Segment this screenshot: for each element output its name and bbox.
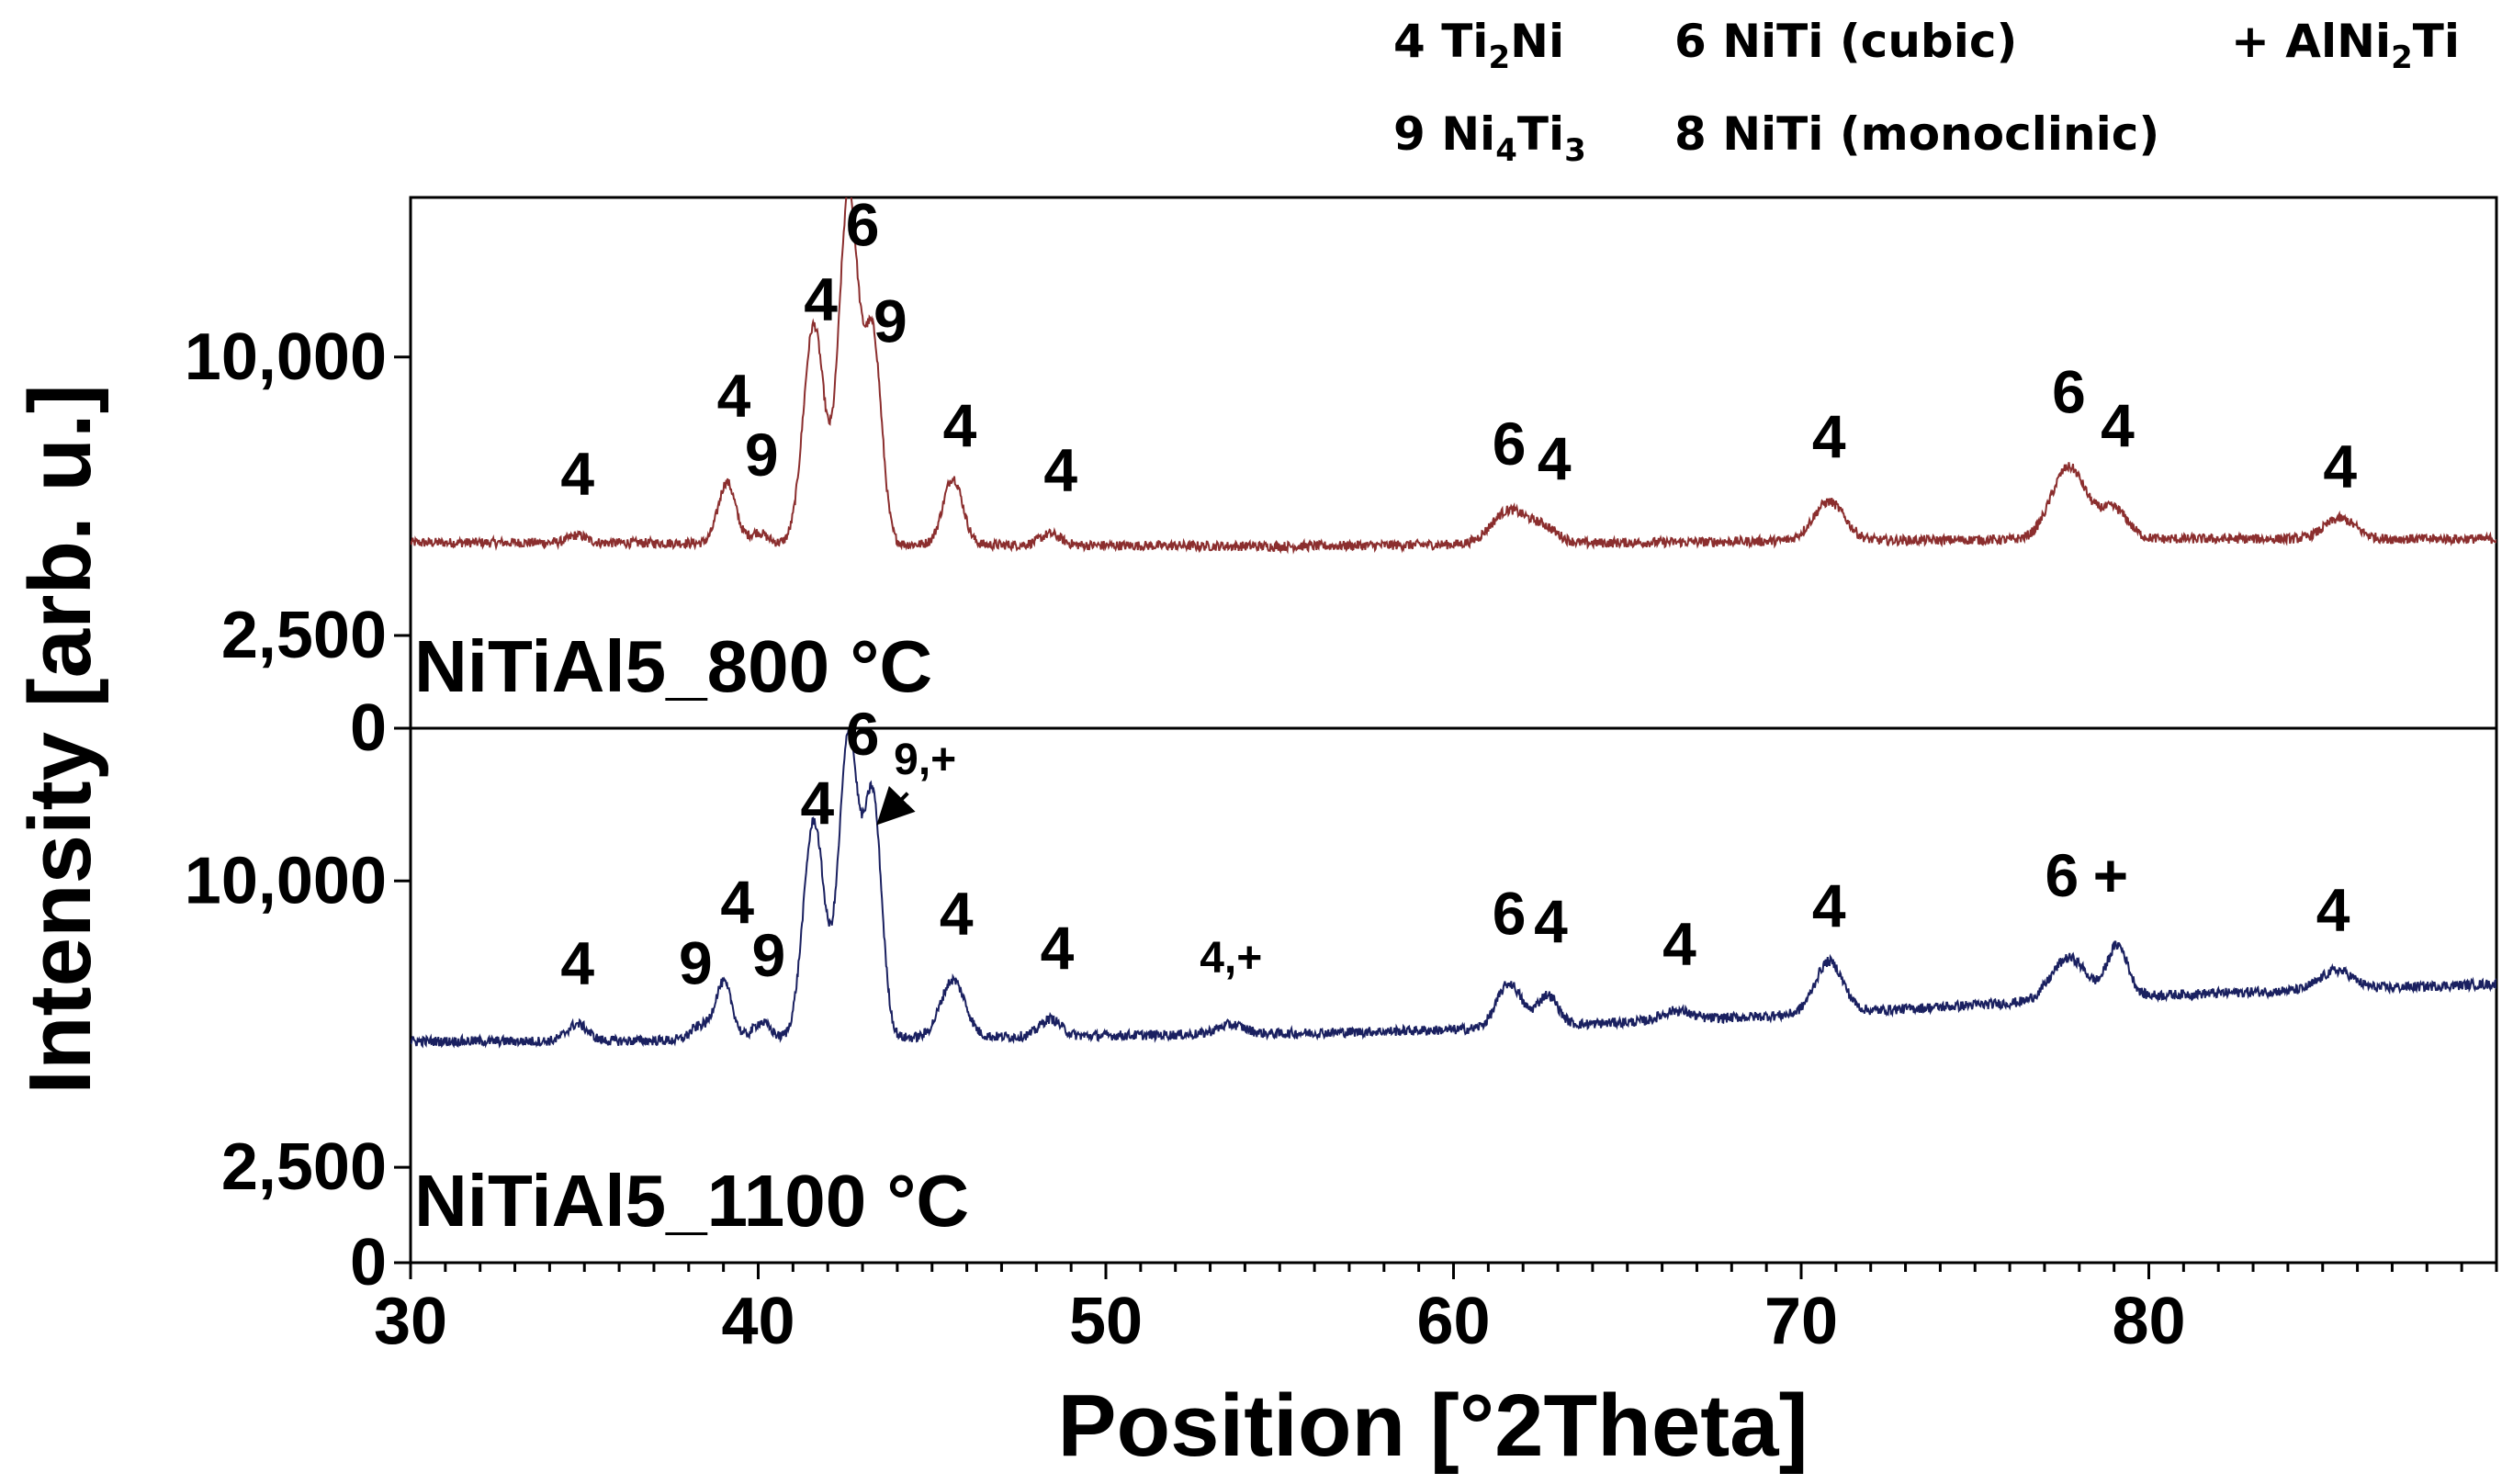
- peak-label: 6: [2052, 357, 2086, 425]
- peak-label: 4: [1534, 887, 1568, 955]
- peak-label: 4: [804, 264, 838, 332]
- peak-label: 6: [846, 191, 880, 259]
- peak-label: 4: [2101, 391, 2135, 459]
- peak-label: 4: [720, 868, 754, 936]
- legend-entry: 6 NiTi (cubic): [1674, 15, 2017, 68]
- x-axis: 30 40 50 60 70 80: [374, 1263, 2498, 1358]
- y-tick-label: 10,000: [185, 320, 387, 394]
- peak-label: 4: [717, 361, 751, 429]
- peak-label: 4: [800, 769, 834, 837]
- x-tick-label: 70: [1764, 1285, 1838, 1358]
- peak-label: 4: [1812, 402, 1846, 470]
- peak-label: 4: [940, 879, 974, 947]
- y-tick-label: 2,500: [221, 1130, 387, 1204]
- sample-label: NiTiAl5_1100 °C: [414, 1160, 969, 1242]
- peak-label: 9: [745, 421, 779, 489]
- sample-label: NiTiAl5_800 °C: [414, 625, 932, 707]
- peak-label: 4: [1812, 871, 1846, 939]
- peak-label: 6: [2045, 841, 2079, 909]
- peak-label: 4: [560, 439, 594, 507]
- y-tick-label: 0: [350, 691, 387, 765]
- peak-label: +: [2093, 841, 2129, 909]
- peak-label: 4: [1041, 914, 1075, 982]
- legend-entry: 8 NiTi (monoclinic): [1674, 107, 2159, 161]
- series-line: [411, 728, 2496, 1049]
- peak-label: 9: [873, 287, 907, 355]
- peak-label: 6: [846, 700, 880, 768]
- x-tick-label: 80: [2112, 1285, 2185, 1358]
- peak-label: 6: [1493, 410, 1527, 478]
- peak-label: 4: [1043, 435, 1077, 503]
- annotation-arrow: [876, 785, 916, 826]
- peak-label: 4,+: [1200, 934, 1262, 983]
- peak-label: 9: [751, 921, 785, 989]
- legend-entry: + AlNi2Ti: [2231, 15, 2460, 76]
- legend-entry: 4 Ti2Ni: [1393, 15, 1564, 76]
- y-tick-label: 0: [350, 1226, 387, 1299]
- peak-label: 4: [560, 929, 594, 997]
- legend-entry: 9 Ni4Ti3: [1393, 107, 1586, 169]
- legend: 4 Ti2Ni 6 NiTi (cubic) + AlNi2Ti 9 Ni4Ti3 8 …: [1393, 15, 2460, 169]
- peak-label: 4: [1538, 424, 1572, 492]
- x-tick-label: 40: [721, 1285, 794, 1358]
- x-tick-label: 50: [1069, 1285, 1143, 1358]
- peak-label: 6: [1493, 879, 1527, 947]
- plot-frame: [409, 196, 2498, 1265]
- series-line: [411, 197, 2496, 555]
- y-axis-title: Intensity [arb. u.]: [11, 384, 109, 1094]
- y-tick-label: 2,500: [221, 599, 387, 672]
- peak-label: 4: [1662, 910, 1696, 978]
- peak-label: 4: [2323, 432, 2357, 500]
- y-tick-label: 10,000: [185, 844, 387, 917]
- peak-label: 4: [2316, 875, 2350, 943]
- peak-label: 9,+: [894, 736, 956, 784]
- peak-label: 9: [679, 929, 713, 997]
- x-axis-title: Position [°2Theta]: [1057, 1377, 1808, 1475]
- x-tick-label: 30: [374, 1285, 447, 1358]
- x-tick-label: 60: [1416, 1285, 1490, 1358]
- peak-label: 4: [943, 391, 977, 459]
